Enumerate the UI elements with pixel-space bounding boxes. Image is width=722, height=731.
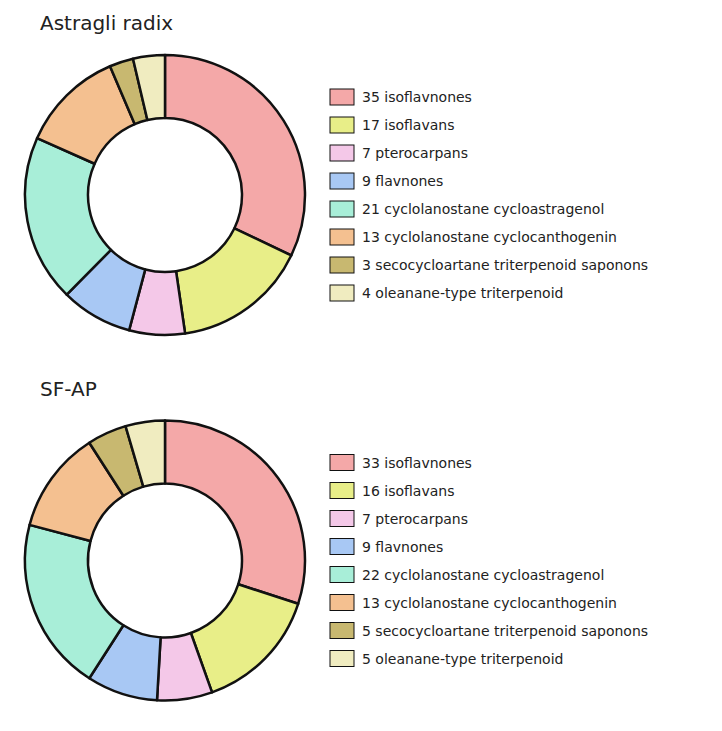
legend: 35 isoflavnones 17 isoflavans 7 pterocarpa… — [330, 89, 648, 301]
legend-swatch — [330, 145, 354, 161]
legend-label: 13 cyclolanostane cyclocanthogenin — [362, 595, 617, 611]
legend-swatch — [330, 511, 354, 527]
legend-swatch — [330, 201, 354, 217]
donut-slice — [25, 525, 123, 678]
legend-label: 5 secocycloartane triterpenoid saponons — [362, 623, 648, 639]
legend-label: 9 flavnones — [362, 539, 443, 555]
legend-label: 7 pterocarpans — [362, 511, 468, 527]
legend-label: 13 cyclolanostane cyclocanthogenin — [362, 229, 617, 245]
legend-swatch — [330, 229, 354, 245]
chart-title: Astragli radix — [40, 11, 173, 35]
legend-label: 7 pterocarpans — [362, 145, 468, 161]
legend-label: 33 isoflavnones — [362, 455, 472, 471]
legend-swatch — [330, 623, 354, 639]
donut-panel: SF-AP 33 isoflavnones 16 isoflavans 7 ptero… — [25, 377, 648, 701]
legend-swatch — [330, 257, 354, 273]
legend-swatch — [330, 595, 354, 611]
legend-label: 22 cyclolanostane cycloastragenol — [362, 567, 604, 583]
legend-swatch — [330, 89, 354, 105]
chart-canvas: Astragli radix 35 isoflavnones 17 isoflava… — [0, 0, 722, 731]
donut-slices — [25, 421, 305, 701]
legend-label: 9 flavnones — [362, 173, 443, 189]
legend-swatch — [330, 651, 354, 667]
donut-slices — [25, 55, 305, 335]
donut-slice — [126, 421, 165, 487]
legend-label: 35 isoflavnones — [362, 89, 472, 105]
donut-slice — [176, 228, 291, 333]
legend-swatch — [330, 483, 354, 499]
legend-label: 17 isoflavans — [362, 117, 454, 133]
legend-swatch — [330, 539, 354, 555]
donut-slice — [165, 421, 305, 604]
legend: 33 isoflavnones 16 isoflavans 7 pterocarpa… — [330, 455, 648, 667]
donut-slice — [165, 55, 305, 255]
legend-swatch — [330, 117, 354, 133]
chart-title: SF-AP — [40, 377, 97, 401]
donut-panel: Astragli radix 35 isoflavnones 17 isoflava… — [25, 11, 648, 335]
donut-slice — [25, 138, 111, 295]
legend-label: 5 oleanane-type triterpenoid — [362, 651, 563, 667]
legend-swatch — [330, 455, 354, 471]
legend-label: 4 oleanane-type triterpenoid — [362, 285, 563, 301]
legend-label: 21 cyclolanostane cycloastragenol — [362, 201, 604, 217]
legend-swatch — [330, 173, 354, 189]
legend-swatch — [330, 567, 354, 583]
donut-slice — [157, 633, 212, 700]
legend-label: 3 secocycloartane triterpenoid saponons — [362, 257, 648, 273]
legend-swatch — [330, 285, 354, 301]
legend-label: 16 isoflavans — [362, 483, 454, 499]
donut-slice — [133, 55, 165, 120]
